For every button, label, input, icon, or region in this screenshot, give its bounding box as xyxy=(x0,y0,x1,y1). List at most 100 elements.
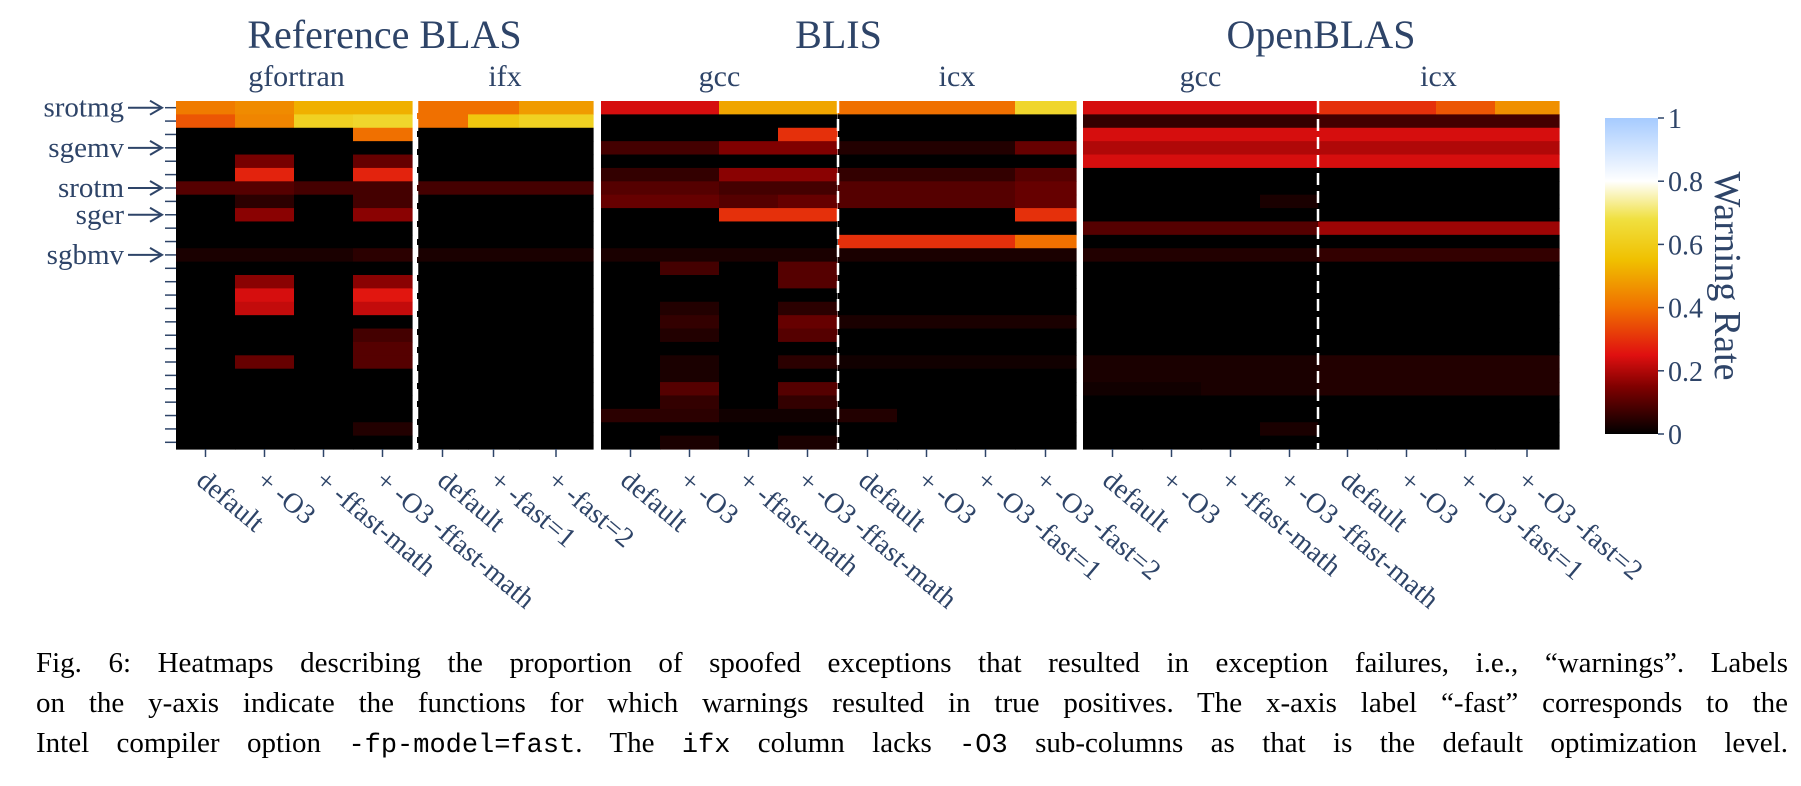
heatmap-cell xyxy=(176,234,236,249)
heatmap-cell xyxy=(468,114,520,129)
y-label-srotm: srotm xyxy=(58,172,125,204)
heatmap-cell xyxy=(897,368,957,383)
heatmap-cell xyxy=(417,154,469,169)
heatmap-cell xyxy=(1083,234,1143,249)
heatmap-cell xyxy=(1436,288,1496,303)
heatmap-cell xyxy=(235,301,295,316)
heatmap-cell xyxy=(353,328,413,343)
heatmap-cell xyxy=(176,221,236,236)
heatmap-cell xyxy=(838,101,898,115)
heatmap-cell xyxy=(1201,422,1261,437)
heatmap-cell xyxy=(235,382,295,397)
heatmap-cell xyxy=(176,315,236,330)
heatmap-cell xyxy=(519,194,594,209)
heatmap-cell xyxy=(1142,234,1202,249)
heatmap-cell xyxy=(1377,395,1437,410)
heatmap-cell xyxy=(1015,435,1077,450)
heatmap-cell xyxy=(1015,328,1077,343)
heatmap-cells xyxy=(176,101,1560,450)
heatmap-cell xyxy=(294,261,354,276)
heatmap-cell xyxy=(1015,127,1077,142)
heatmap-cell xyxy=(719,275,779,289)
heatmap-cell xyxy=(235,221,295,236)
heatmap-cell xyxy=(719,341,779,356)
heatmap-cell xyxy=(601,114,661,129)
heatmap-cell xyxy=(1083,341,1143,356)
heatmap-cell xyxy=(778,234,838,249)
heatmap-cell xyxy=(468,181,520,196)
heatmap-cell xyxy=(1260,301,1320,316)
heatmap-cell xyxy=(468,127,520,142)
heatmap-cell xyxy=(353,154,413,169)
heatmap-cell xyxy=(838,288,898,303)
heatmap-cell xyxy=(838,181,898,196)
heatmap-cell xyxy=(1436,341,1496,356)
heatmap-cell xyxy=(1260,341,1320,356)
heatmap-cell xyxy=(897,127,957,142)
heatmap-cell xyxy=(1260,395,1320,410)
heatmap-cell xyxy=(838,382,898,397)
heatmap-cell xyxy=(176,288,236,303)
caption-line-2: on the y-axis indicate the functions for… xyxy=(36,687,1788,719)
heatmap-cell xyxy=(1201,408,1261,423)
heatmap-cell xyxy=(294,422,354,437)
heatmap-cell xyxy=(1201,355,1261,370)
heatmap-cell xyxy=(956,127,1016,142)
heatmap-cell xyxy=(660,101,720,115)
heatmap-cell xyxy=(1083,328,1143,343)
heatmap-cell xyxy=(468,368,520,383)
colorbar-tick-label: 0.2 xyxy=(1668,357,1703,388)
heatmap-cell xyxy=(417,181,469,196)
heatmap-cell xyxy=(1083,208,1143,223)
heatmap-cell xyxy=(897,141,957,156)
heatmap-cell xyxy=(1083,248,1143,263)
heatmap-cell xyxy=(1377,328,1437,343)
heatmap-cell xyxy=(353,114,413,129)
heatmap-cell xyxy=(294,368,354,383)
heatmap-cell xyxy=(519,154,594,169)
heatmap-cell xyxy=(1495,127,1560,142)
heatmap-cell xyxy=(235,127,295,142)
heatmap-cell xyxy=(601,368,661,383)
heatmap-cell xyxy=(468,435,520,450)
heatmap-cell xyxy=(176,382,236,397)
colorbar-title: Warning Rate xyxy=(1706,171,1748,380)
heatmap-cell xyxy=(660,221,720,236)
heatmap-cell xyxy=(1142,368,1202,383)
heatmap-cell xyxy=(719,288,779,303)
heatmap-cell xyxy=(1377,248,1437,263)
heatmap-cell xyxy=(176,208,236,223)
heatmap-cell xyxy=(1495,355,1560,370)
heatmap-cell xyxy=(778,301,838,316)
heatmap-cell xyxy=(719,208,779,223)
heatmap-cell xyxy=(1377,194,1437,209)
heatmap-cell xyxy=(719,355,779,370)
heatmap-cell xyxy=(1083,114,1143,129)
heatmap-cell xyxy=(956,181,1016,196)
heatmap-cell xyxy=(294,208,354,223)
heatmap-cell xyxy=(1260,114,1320,129)
heatmap-cell xyxy=(1260,328,1320,343)
heatmap-cell xyxy=(353,101,413,115)
heatmap-cell xyxy=(294,194,354,209)
heatmap-cell xyxy=(897,221,957,236)
heatmap-cell xyxy=(1083,395,1143,410)
heatmap-cell xyxy=(660,154,720,169)
heatmap-cell xyxy=(1436,261,1496,276)
heatmap-cell xyxy=(719,368,779,383)
heatmap-cell xyxy=(417,301,469,316)
heatmap-cell xyxy=(1318,341,1378,356)
heatmap-cell xyxy=(1260,355,1320,370)
heatmap-cell xyxy=(956,315,1016,330)
heatmap-cell xyxy=(956,275,1016,289)
heatmap-cell xyxy=(601,167,661,182)
heatmap-cell xyxy=(601,315,661,330)
heatmap-cell xyxy=(1260,435,1320,450)
heatmap-cell xyxy=(468,355,520,370)
heatmap-cell xyxy=(519,234,594,249)
heatmap-cell xyxy=(1015,141,1077,156)
heatmap-cell xyxy=(838,234,898,249)
heatmap-cell xyxy=(601,288,661,303)
heatmap-cell xyxy=(468,248,520,263)
heatmap-cell xyxy=(660,194,720,209)
